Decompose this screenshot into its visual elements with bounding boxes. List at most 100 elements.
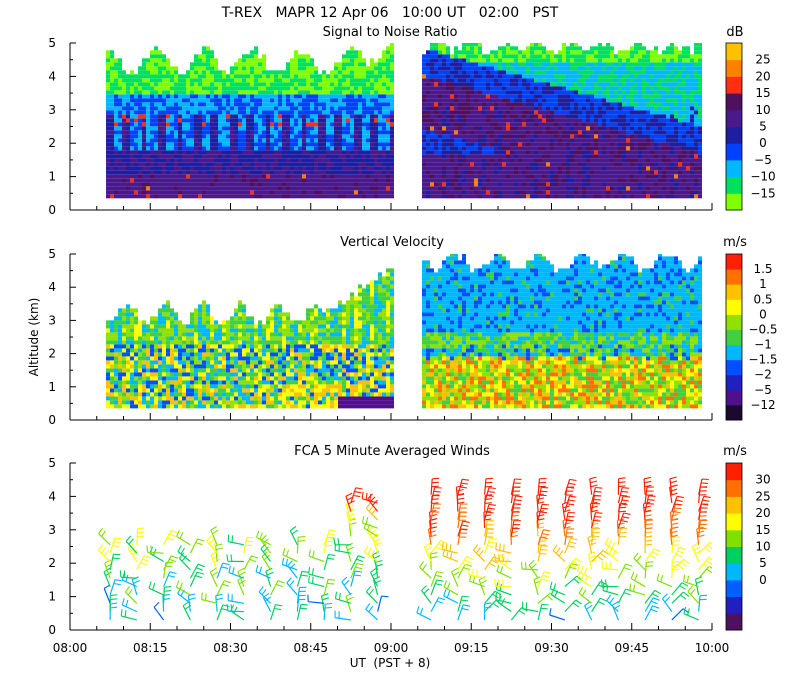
snr-cell (306, 122, 310, 127)
snr-cell (518, 94, 522, 99)
snr-cell (386, 70, 390, 75)
snr-cell (674, 162, 678, 167)
snr-cell (422, 174, 426, 179)
snr-cell (674, 62, 678, 67)
snr-cell (578, 106, 582, 111)
snr-cell (450, 62, 454, 67)
snr-cell (246, 194, 250, 199)
snr-cell (346, 110, 350, 115)
snr-cell (338, 82, 342, 87)
snr-cell (386, 46, 390, 51)
snr-cell (270, 98, 274, 103)
snr-cell (106, 162, 110, 167)
snr-cell (654, 158, 658, 163)
snr-cell (526, 98, 530, 103)
snr-cell (206, 166, 210, 171)
snr-cell (526, 146, 530, 151)
snr-cell (446, 66, 450, 71)
snr-cell (550, 86, 554, 91)
snr-cell (638, 134, 642, 139)
snr-cell (126, 166, 130, 171)
snr-cell (238, 158, 242, 163)
snr-cell (666, 194, 670, 199)
snr-cell (190, 66, 194, 71)
snr-cell (150, 182, 154, 187)
snr-cell (170, 174, 174, 179)
snr-cell (458, 178, 462, 183)
snr-cell (286, 82, 290, 87)
snr-cell (426, 150, 430, 155)
snr-cell (322, 98, 326, 103)
snr-cell (318, 174, 322, 179)
snr-cell (590, 118, 594, 123)
snr-cell (358, 190, 362, 195)
snr-cell (222, 122, 226, 127)
snr-cell (142, 86, 146, 91)
snr-cell (118, 162, 122, 167)
snr-cell (154, 130, 158, 135)
snr-cell (486, 162, 490, 167)
snr-cell (290, 82, 294, 87)
snr-cell (682, 58, 686, 63)
snr-cell (510, 46, 514, 51)
snr-cell (286, 170, 290, 175)
snr-cell (526, 110, 530, 115)
snr-cell (150, 142, 154, 147)
snr-cell (334, 78, 338, 83)
snr-cell (642, 130, 646, 135)
snr-cell (546, 174, 550, 179)
snr-cell (314, 170, 318, 175)
snr-cell (482, 114, 486, 119)
snr-cell (654, 166, 658, 171)
snr-cell (654, 70, 658, 75)
snr-cell (386, 150, 390, 155)
snr-cell (634, 170, 638, 175)
snr-cell (302, 54, 306, 59)
snr-cell (238, 86, 242, 91)
snr-cell (314, 98, 318, 103)
snr-cell (306, 98, 310, 103)
snr-cell (598, 82, 602, 87)
snr-cell (590, 186, 594, 191)
snr-cell (354, 78, 358, 83)
snr-cell (542, 130, 546, 135)
snr-cell (262, 102, 266, 107)
snr-cell (514, 194, 518, 199)
snr-cell (482, 94, 486, 99)
snr-cell (618, 134, 622, 139)
snr-cell (310, 86, 314, 91)
snr-cell (550, 146, 554, 151)
snr-cell (538, 98, 542, 103)
snr-cell (354, 130, 358, 135)
snr-cell (610, 170, 614, 175)
snr-cell (138, 146, 142, 151)
snr-cell (494, 70, 498, 75)
snr-cell (638, 94, 642, 99)
snr-cell (686, 174, 690, 179)
snr-cell (502, 78, 506, 83)
snr-cell (322, 146, 326, 151)
snr-cell (246, 158, 250, 163)
snr-cell (202, 146, 206, 151)
snr-cell (446, 46, 450, 51)
snr-cell (494, 154, 498, 159)
snr-cell (106, 98, 110, 103)
snr-cell (254, 62, 258, 67)
snr-cell (318, 90, 322, 95)
snr-cell (218, 78, 222, 83)
snr-cell (294, 86, 298, 91)
snr-cell (210, 146, 214, 151)
snr-cell (574, 154, 578, 159)
snr-cell (562, 110, 566, 115)
snr-cell (330, 90, 334, 95)
snr-cell (626, 154, 630, 159)
snr-cell (518, 74, 522, 79)
snr-cell (166, 158, 170, 163)
snr-cell (266, 102, 270, 107)
snr-cell (570, 86, 574, 91)
snr-cell (550, 58, 554, 63)
snr-cell (570, 82, 574, 87)
snr-cell (462, 130, 466, 135)
snr-cell (194, 94, 198, 99)
snr-cell (458, 134, 462, 139)
